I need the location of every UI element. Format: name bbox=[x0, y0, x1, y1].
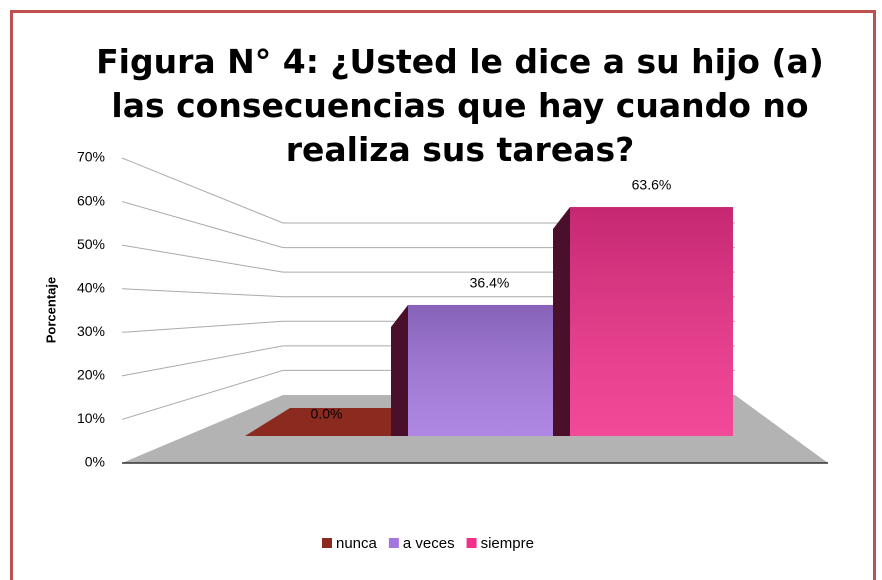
bar-side bbox=[391, 304, 408, 436]
y-tick-label: 20% bbox=[77, 367, 105, 383]
y-tick-label: 30% bbox=[77, 323, 105, 339]
chart-title: Figura N° 4: ¿Usted le dice a su hijo (a… bbox=[96, 42, 824, 169]
data-label: 63.6% bbox=[632, 177, 672, 193]
y-axis-label: Porcentaje bbox=[43, 277, 58, 343]
bar-shade bbox=[570, 207, 733, 436]
legend-swatch bbox=[466, 538, 477, 548]
legend-label: a veces bbox=[403, 535, 455, 552]
frame bbox=[10, 10, 876, 580]
legend-swatch bbox=[388, 538, 399, 548]
legend-swatch bbox=[322, 538, 332, 548]
bar bbox=[245, 408, 408, 436]
bar-side bbox=[553, 207, 570, 436]
legend-label: nunca bbox=[336, 535, 378, 552]
y-tick-label: 70% bbox=[77, 149, 105, 165]
y-tick-label: 10% bbox=[77, 410, 105, 426]
y-tick-label: 0% bbox=[85, 454, 105, 470]
legend-label: siempre bbox=[481, 535, 534, 552]
data-label: 0.0% bbox=[311, 406, 343, 422]
bar-shade bbox=[408, 304, 571, 436]
y-tick-label: 50% bbox=[77, 236, 105, 252]
y-tick-label: 60% bbox=[77, 192, 105, 208]
y-tick-label: 40% bbox=[77, 279, 105, 295]
data-label: 36.4% bbox=[470, 275, 510, 291]
